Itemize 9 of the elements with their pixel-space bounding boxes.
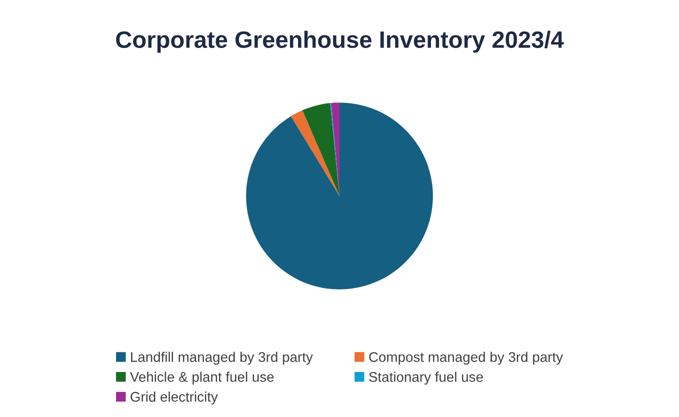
- legend-label: Compost managed by 3rd party: [369, 352, 563, 365]
- legend-label: Vehicle & plant fuel use: [130, 372, 274, 385]
- legend-label: Landfill managed by 3rd party: [131, 352, 313, 365]
- pie-slice: [290, 110, 340, 196]
- pie-slice: [246, 102, 433, 290]
- chart-title: Corporate Greenhouse Inventory 2023/4: [116, 30, 564, 53]
- legend-label: Stationary fuel use: [369, 372, 483, 385]
- pie-slice: [302, 103, 340, 196]
- legend-label: Grid electricity: [130, 392, 218, 404]
